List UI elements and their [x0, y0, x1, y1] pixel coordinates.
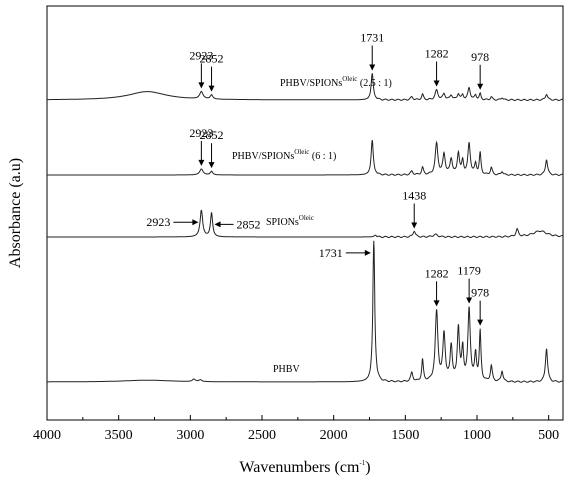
peak-arrow-head: [208, 85, 215, 92]
x-tick-label: 2000: [320, 428, 348, 443]
x-axis-title: Wavenumbers (cm-1): [239, 459, 370, 476]
peak-label: 2852: [200, 52, 224, 66]
series-label-3: PHBV: [273, 364, 300, 375]
x-axis-title-sup: -1: [359, 459, 365, 467]
peak-arrow-head: [198, 159, 205, 166]
series-label-sup: Oleic: [299, 214, 314, 222]
peak-arrow-head: [477, 319, 484, 326]
series-label-main: SPIONs: [266, 217, 299, 228]
peak-label: 1438: [402, 188, 426, 202]
x-tick-label: 3000: [176, 428, 204, 443]
peak-label: 1282: [425, 46, 449, 60]
x-axis-ticks: 4000 3500 3000 2500 2000 1500 1000 500: [33, 415, 559, 443]
peak-arrow-head: [369, 64, 376, 71]
peak-arrow-head: [208, 162, 215, 169]
peak-arrow-head: [411, 222, 418, 229]
peak-arrow-head: [214, 221, 221, 228]
series-label-main: PHBV: [273, 364, 300, 375]
peak-label: 1731: [319, 246, 343, 260]
peak-label: 2923: [189, 48, 213, 62]
series-label-0: PHBV/SPIONsOleic (2.5 : 1): [280, 75, 392, 89]
peak-arrow-head: [192, 219, 199, 226]
peak-label: 2923: [146, 215, 170, 229]
series-label-sup: Oleic: [342, 75, 357, 83]
peak-arrow-head: [477, 83, 484, 90]
peak-label: 978: [471, 50, 489, 64]
peak-arrow-head: [198, 82, 205, 89]
spectra-group: [47, 73, 564, 383]
series-label-2: SPIONsOleic: [266, 214, 314, 228]
peak-label: 2923: [189, 126, 213, 140]
series-label-sup: Oleic: [294, 148, 309, 156]
plot-frame: [46, 5, 564, 421]
series-label-main: PHBV/SPIONs: [280, 78, 342, 89]
peak-arrow-head: [433, 80, 440, 87]
peak-label: 978: [471, 286, 489, 300]
y-axis-title: Absorbance (a.u): [7, 158, 24, 268]
peak-label: 2852: [200, 128, 224, 142]
x-axis-title-main: Wavenumbers (cm: [239, 459, 360, 476]
peak-label: 1731: [360, 30, 384, 44]
peak-label: 1179: [457, 264, 481, 278]
series-label-1: PHBV/SPIONsOleic (6 : 1): [232, 148, 336, 162]
x-tick-label: 4000: [33, 428, 61, 443]
spectrum-line-3: [47, 240, 564, 383]
x-tick-label: 500: [538, 428, 559, 443]
peak-arrow-head: [466, 297, 473, 304]
series-label-main: PHBV/SPIONs: [232, 151, 294, 162]
series-labels: PHBV/SPIONsOleic (2.5 : 1)PHBV/SPIONsOle…: [232, 75, 392, 375]
peak-arrow-head: [433, 300, 440, 307]
x-tick-label: 3500: [105, 428, 133, 443]
peak-label: 2852: [237, 217, 261, 231]
x-tick-label: 2500: [248, 428, 276, 443]
peak-label: 1282: [425, 266, 449, 280]
spectrum-line-0: [47, 73, 564, 101]
series-label-tail: (2.5 : 1): [357, 78, 391, 89]
spectrum-line-2: [47, 209, 564, 239]
x-tick-label: 1000: [463, 428, 491, 443]
peak-arrow-head: [364, 249, 371, 256]
x-tick-label: 1500: [391, 428, 419, 443]
x-axis-title-close: ): [365, 459, 370, 476]
series-label-tail: (6 : 1): [309, 151, 336, 162]
spectrum-line-1: [47, 140, 564, 176]
